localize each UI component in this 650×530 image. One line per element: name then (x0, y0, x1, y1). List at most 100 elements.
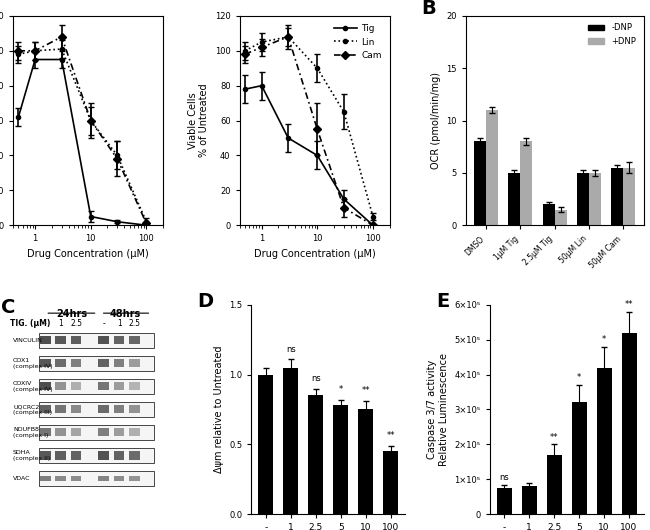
Bar (40, 476, 51, 481)
Bar (39, 356, 155, 370)
Text: D: D (198, 292, 214, 311)
Text: COXIV
(complex IV): COXIV (complex IV) (13, 381, 53, 392)
Text: 24hrs: 24hrs (56, 309, 87, 319)
Bar (114, 452, 125, 460)
Bar (55, 428, 66, 437)
Y-axis label: Δψm relative to Untreated: Δψm relative to Untreated (214, 346, 224, 473)
Bar (129, 359, 140, 367)
Bar (333, 405, 348, 514)
Text: ns: ns (311, 374, 320, 383)
Text: *: * (602, 335, 606, 344)
Bar (383, 452, 398, 514)
Bar (114, 476, 125, 481)
Bar (129, 452, 140, 460)
Text: **: ** (361, 386, 370, 395)
Bar (508, 173, 521, 225)
Bar (39, 448, 155, 463)
Text: VDAC: VDAC (13, 476, 31, 481)
Bar (55, 476, 66, 481)
Bar (98, 476, 109, 481)
Legend: Tig, Lin, Cam: Tig, Lin, Cam (330, 21, 385, 64)
Legend: -DNP, +DNP: -DNP, +DNP (584, 20, 640, 49)
Text: ns: ns (286, 344, 296, 354)
Bar (474, 142, 486, 225)
Bar (597, 368, 612, 514)
Bar (258, 375, 274, 514)
Bar (612, 167, 623, 225)
Bar (308, 395, 323, 514)
Bar (486, 110, 498, 225)
Bar (39, 379, 155, 394)
Bar (98, 405, 109, 413)
Bar (40, 382, 51, 391)
Bar (71, 428, 81, 437)
Bar (98, 337, 109, 344)
Bar (547, 455, 562, 514)
Text: 2.5: 2.5 (129, 319, 140, 328)
Bar (571, 402, 586, 514)
Bar (40, 452, 51, 460)
Text: -: - (44, 319, 47, 328)
Bar (543, 204, 555, 225)
Text: **: ** (625, 300, 633, 309)
Bar (71, 476, 81, 481)
Bar (577, 173, 589, 225)
Bar (555, 209, 567, 225)
Bar (114, 337, 125, 344)
Bar (39, 425, 155, 440)
Text: C: C (1, 298, 15, 317)
Bar (40, 405, 51, 413)
Bar (129, 476, 140, 481)
Text: ns: ns (499, 473, 509, 482)
Bar (55, 337, 66, 344)
Bar (55, 382, 66, 391)
Bar (114, 405, 125, 413)
Bar (39, 402, 155, 417)
Bar (40, 428, 51, 437)
Bar (129, 382, 140, 391)
Bar (98, 359, 109, 367)
Text: B: B (422, 0, 437, 18)
Bar (129, 405, 140, 413)
Bar (55, 359, 66, 367)
Bar (40, 337, 51, 344)
Text: UQCRC2
(complex III): UQCRC2 (complex III) (13, 404, 52, 415)
Bar (521, 142, 532, 225)
Bar (497, 488, 512, 514)
Bar (39, 471, 155, 486)
Bar (114, 382, 125, 391)
Bar (40, 359, 51, 367)
Text: *: * (339, 385, 343, 394)
Bar (71, 405, 81, 413)
Bar (114, 359, 125, 367)
Text: **: ** (386, 431, 395, 440)
Bar (114, 428, 125, 437)
Y-axis label: OCR (pmol/min/mg): OCR (pmol/min/mg) (431, 72, 441, 169)
Bar (621, 333, 636, 514)
Text: 1: 1 (58, 319, 63, 328)
Bar (522, 486, 537, 514)
Text: VINCULIN: VINCULIN (13, 338, 43, 343)
Bar (129, 428, 140, 437)
Text: 2.5: 2.5 (70, 319, 82, 328)
Bar (98, 428, 109, 437)
Text: COX1
(complex IV): COX1 (complex IV) (13, 358, 53, 369)
Text: TIG. (μM): TIG. (μM) (10, 319, 50, 328)
Text: *: * (577, 373, 581, 382)
Bar (71, 337, 81, 344)
Text: 1: 1 (117, 319, 122, 328)
Bar (98, 382, 109, 391)
Bar (589, 173, 601, 225)
Y-axis label: Viable Cells
% of Untreated: Viable Cells % of Untreated (188, 84, 209, 157)
X-axis label: Drug Concentration (μM): Drug Concentration (μM) (254, 249, 376, 259)
Bar (55, 452, 66, 460)
Text: NDUFB8
(complex I): NDUFB8 (complex I) (13, 427, 48, 438)
Bar (98, 452, 109, 460)
Bar (71, 382, 81, 391)
Bar (39, 333, 155, 348)
Text: 48hrs: 48hrs (110, 309, 141, 319)
Text: **: ** (550, 432, 558, 441)
Text: -: - (102, 319, 105, 328)
Bar (55, 405, 66, 413)
Text: E: E (436, 292, 449, 311)
